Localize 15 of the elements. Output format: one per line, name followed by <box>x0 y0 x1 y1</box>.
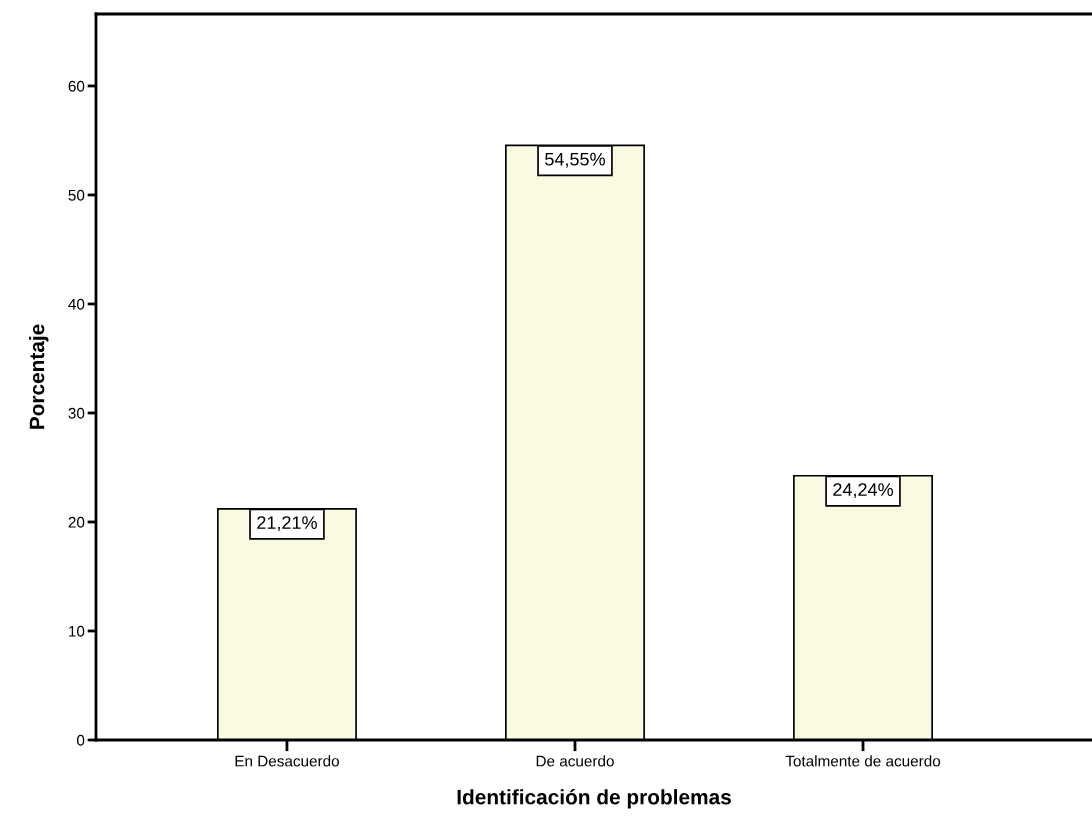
y-tick-label: 20 <box>68 516 85 528</box>
y-tick-label: 10 <box>69 625 85 637</box>
data-label: 21,21% <box>257 516 317 532</box>
x-tick-label: De acuerdo <box>536 755 614 767</box>
y-tick-label: 30 <box>68 407 85 419</box>
x-tick-label: Totalmente de acuerdo <box>785 755 941 767</box>
x-axis-title: Identificación de problemas <box>457 788 731 809</box>
data-label: 54,55% <box>545 152 605 168</box>
y-axis-title: Porcentaje <box>29 324 49 429</box>
x-tick-label: En Desacuerdo <box>235 755 339 767</box>
y-tick-label: 0 <box>76 734 85 746</box>
data-label: 24,24% <box>833 483 893 499</box>
y-tick-label: 60 <box>68 80 85 92</box>
y-tick-label: 50 <box>68 189 85 201</box>
y-tick-label: 40 <box>68 298 85 310</box>
